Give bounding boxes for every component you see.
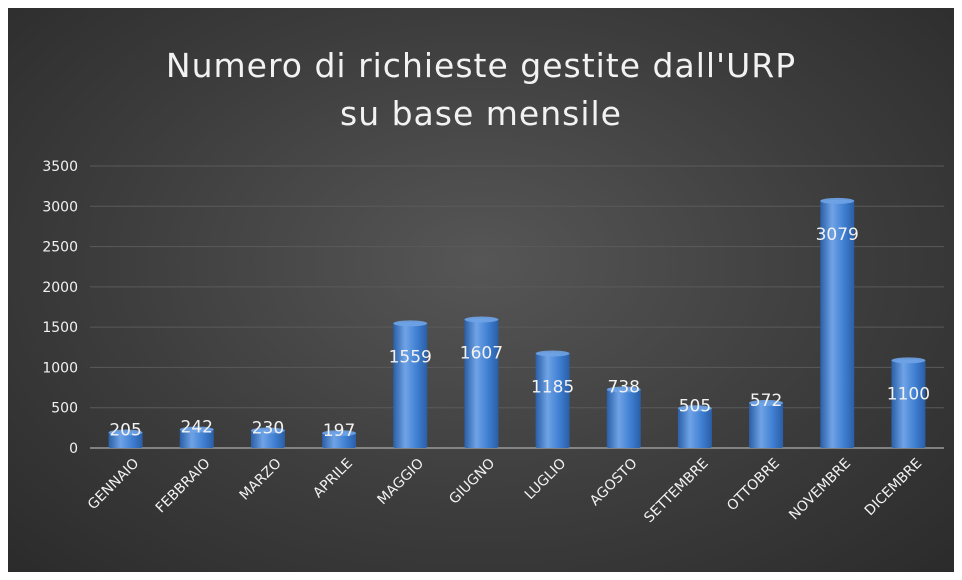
x-tick-label: GENNAIO — [85, 456, 143, 514]
y-tick-label: 3000 — [42, 199, 78, 215]
bar-top — [820, 197, 855, 204]
chart-title-line-2: su base mensile — [340, 94, 622, 133]
data-label: 230 — [252, 418, 284, 438]
x-tick-label: DICEMBRE — [862, 456, 925, 519]
bar-novembre — [820, 199, 855, 448]
chart-title-line-1: Numero di richieste gestite dall'URP — [165, 46, 797, 85]
bar-top — [891, 357, 926, 364]
bar-top — [749, 399, 784, 406]
data-label: 1185 — [531, 378, 574, 398]
x-tick-label: SETTEMBRE — [641, 456, 712, 527]
gridlines — [90, 165, 944, 449]
data-label: 1607 — [460, 344, 503, 364]
data-label: 197 — [323, 421, 355, 441]
x-tick-label: MARZO — [237, 456, 285, 504]
data-label: 1100 — [887, 384, 930, 404]
bar-top — [322, 430, 357, 437]
bar-maggio — [393, 322, 428, 448]
bars — [108, 197, 926, 448]
data-label: 205 — [109, 420, 141, 440]
x-tick-label: FEBBRAIO — [153, 456, 214, 517]
data-label: 572 — [750, 391, 782, 411]
bar-top — [464, 316, 499, 323]
bar-luglio — [535, 352, 570, 448]
x-tick-label: LUGLIO — [522, 456, 569, 503]
chart-title: Numero di richieste gestite dall'URP su … — [8, 42, 954, 138]
chart-frame: Numero di richieste gestite dall'URP su … — [8, 8, 954, 572]
y-tick-label: 500 — [51, 401, 78, 417]
y-tick-label: 1500 — [42, 320, 78, 336]
data-label: 242 — [181, 418, 213, 438]
bar-agosto — [606, 388, 641, 448]
bar-dicembre — [891, 359, 926, 448]
data-label: 505 — [679, 396, 711, 416]
bar-top — [250, 427, 285, 434]
bar-marzo — [250, 429, 285, 448]
data-labels: 205 242 230 197 1559 1607 1185 738 505 572 3079 110… — [109, 225, 930, 441]
y-axis-ticks: 0 500 1000 1500 2000 2500 3000 3500 — [42, 159, 78, 457]
x-tick-label: GIUGNO — [446, 456, 498, 508]
bar-chart: 0 500 1000 1500 2000 2500 3000 3500 205 242 230 19… — [42, 159, 944, 527]
bar-top — [108, 429, 143, 436]
bar-aprile — [322, 432, 357, 448]
y-tick-label: 1000 — [42, 360, 78, 376]
bar-febbraio — [179, 428, 214, 448]
bar-gennaio — [108, 431, 143, 448]
data-label: 1559 — [389, 347, 432, 367]
bar-giugno — [464, 318, 499, 448]
bar-top — [393, 320, 428, 327]
x-tick-label: NOVEMBRE — [786, 456, 854, 524]
data-label: 3079 — [816, 225, 859, 245]
y-tick-label: 0 — [69, 441, 78, 457]
bar-top — [677, 405, 712, 412]
bar-ottobre — [749, 401, 784, 448]
bar-settembre — [677, 407, 712, 448]
x-tick-label: OTTOBRE — [724, 456, 783, 515]
y-tick-label: 2500 — [42, 240, 78, 256]
data-label: 738 — [608, 378, 640, 398]
bar-top — [606, 386, 641, 393]
bar-top — [535, 350, 570, 357]
y-tick-label: 2000 — [42, 280, 78, 296]
y-tick-label: 3500 — [42, 159, 78, 175]
x-tick-label: APRILE — [310, 456, 356, 502]
x-tick-label: AGOSTO — [587, 456, 641, 510]
bar-top — [179, 426, 214, 433]
x-tick-label: MAGGIO — [375, 456, 428, 509]
x-axis-labels: GENNAIO FEBBRAIO MARZO APRILE MAGGIO GIUGNO LU… — [85, 456, 925, 527]
